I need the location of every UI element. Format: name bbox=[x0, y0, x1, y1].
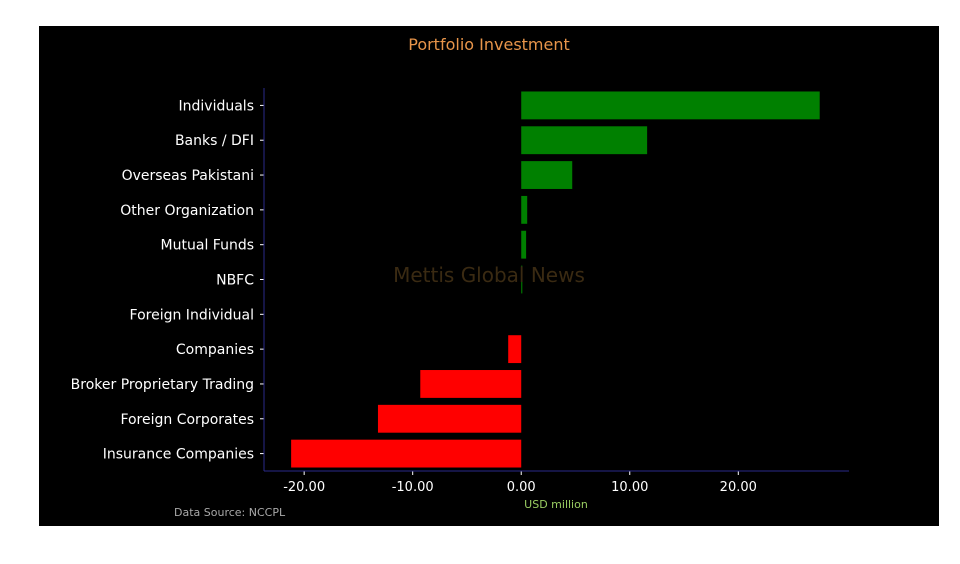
x-tick-label: 10.00 bbox=[611, 480, 648, 495]
category-label: Insurance Companies bbox=[103, 447, 254, 463]
chart-title: Portfolio Investment bbox=[408, 35, 570, 54]
category-labels: Individuals Banks / DFI Overseas Pakistani… bbox=[71, 98, 264, 463]
category-label: Foreign Individual bbox=[130, 307, 254, 323]
chart-panel: Portfolio Investment Individuals Banks / … bbox=[39, 26, 939, 526]
category-label: Broker Proprietary Trading bbox=[71, 377, 254, 393]
x-tick-label: 20.00 bbox=[720, 480, 757, 495]
bar-10 bbox=[291, 439, 522, 468]
category-label: Overseas Pakistani bbox=[122, 168, 254, 184]
data-source-note: Data Source: NCCPL bbox=[174, 506, 286, 519]
watermark-text: Mettis Global News bbox=[393, 263, 585, 287]
bar-chart: Portfolio Investment Individuals Banks / … bbox=[71, 35, 849, 519]
bar-1 bbox=[521, 126, 648, 155]
x-tick-label: 0.00 bbox=[507, 480, 536, 495]
category-label: Foreign Corporates bbox=[120, 412, 254, 428]
category-label: NBFC bbox=[216, 273, 254, 289]
category-label: Other Organization bbox=[120, 203, 254, 219]
category-label: Individuals bbox=[179, 98, 254, 114]
category-label: Companies bbox=[176, 342, 254, 358]
bars-group bbox=[291, 91, 820, 468]
bar-8 bbox=[420, 370, 522, 398]
x-tick-label: -20.00 bbox=[283, 480, 325, 495]
bar-7 bbox=[508, 335, 522, 364]
bar-9 bbox=[377, 404, 522, 433]
bar-0 bbox=[521, 91, 820, 120]
x-axis-ticks: -20.00 -10.00 0.00 10.00 20.00 bbox=[283, 471, 757, 495]
x-axis-label: USD million bbox=[524, 498, 588, 511]
bar-2 bbox=[521, 161, 573, 189]
bar-3 bbox=[521, 195, 528, 224]
category-label: Mutual Funds bbox=[161, 238, 254, 254]
category-label: Banks / DFI bbox=[175, 133, 254, 149]
x-tick-label: -10.00 bbox=[392, 480, 434, 495]
bar-4 bbox=[521, 230, 527, 259]
bar-5 bbox=[521, 265, 523, 294]
